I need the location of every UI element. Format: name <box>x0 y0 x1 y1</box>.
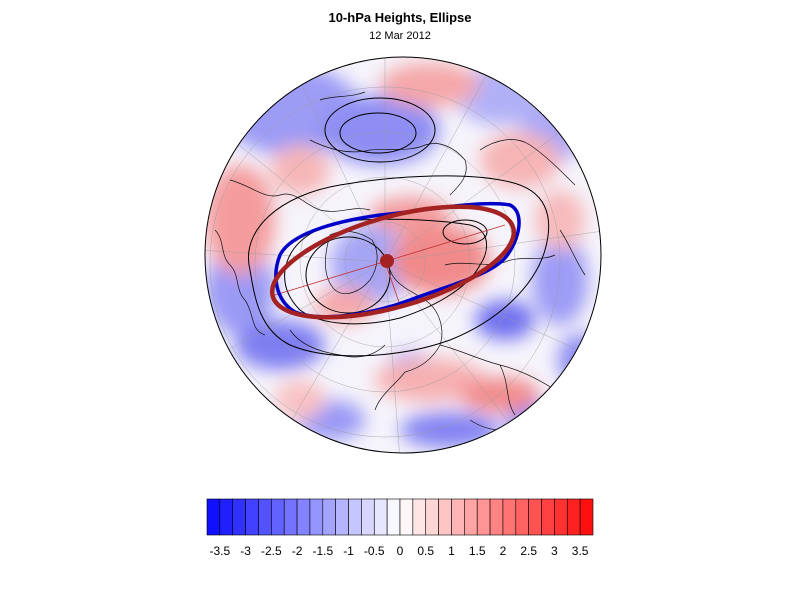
colorbar-tick-label: 3 <box>551 544 558 558</box>
colorbar-box <box>554 498 568 536</box>
map-boundary <box>204 56 602 454</box>
colorbar-tick-label: 2.5 <box>520 544 537 558</box>
colorbar-box <box>361 498 375 536</box>
colorbar-box <box>476 498 491 536</box>
colorbar-box <box>245 498 259 536</box>
colorbar-box <box>373 498 388 536</box>
vortex-centroid-marker <box>380 254 394 268</box>
colorbar-tick-label: 0.5 <box>417 544 434 558</box>
colorbar-box <box>335 498 349 536</box>
plot-title: 10-hPa Heights, Ellipse <box>328 10 472 25</box>
colorbar-tick-label: -3.5 <box>210 544 231 558</box>
colorbar-box <box>425 498 439 536</box>
colorbar-tick-label: -3 <box>240 544 251 558</box>
colorbar-tick-label: 2 <box>500 544 507 558</box>
colorbar-tick-label: -2 <box>292 544 303 558</box>
colorbar-box <box>541 498 555 536</box>
colorbar-tick-label: 1.5 <box>469 544 486 558</box>
colorbar-box <box>515 498 529 536</box>
colorbar-tick-label: 0 <box>397 544 404 558</box>
coastlines <box>214 91 586 431</box>
colorbar-box <box>309 498 324 536</box>
colorbar-box <box>219 498 234 536</box>
colorbar-box <box>451 498 465 536</box>
colorbar-box <box>232 498 246 536</box>
colorbar-tick-label: -1.5 <box>312 544 333 558</box>
colorbar-tick-label: 1 <box>448 544 455 558</box>
colorbar-box <box>438 498 452 536</box>
colorbar-box <box>348 498 362 536</box>
colorbar-tick-label: -0.5 <box>364 544 385 558</box>
colorbar-box <box>566 498 581 536</box>
colorbar-box <box>206 498 221 536</box>
colorbar-tick-labels: -3.5 -3 -2.5 -2 -1.5 -1 -0.5 0 0.5 1 1.5 2 2.5 3 3.5 <box>210 544 589 558</box>
colorbar-box <box>464 498 478 536</box>
colorbar-box <box>271 498 285 536</box>
colorbar-tick-label: -2.5 <box>261 544 282 558</box>
colorbar-box <box>489 498 504 536</box>
graticule <box>205 57 601 453</box>
colorbar-box <box>322 498 336 536</box>
colorbar-box <box>412 498 427 536</box>
colorbar-box <box>386 498 401 536</box>
plot-date: 12 Mar 2012 <box>369 30 431 42</box>
colorbar-box <box>258 498 272 536</box>
colorbar-boxes <box>206 498 594 536</box>
anomaly-field <box>205 57 601 453</box>
colorbar-box <box>399 498 414 536</box>
colorbar-tick-label: 3.5 <box>572 544 589 558</box>
colorbar-box <box>579 498 594 536</box>
fitted-ellipse <box>269 204 517 320</box>
colorbar-box <box>283 498 298 536</box>
colorbar-box <box>502 498 517 536</box>
colorbar-tick-label: -1 <box>343 544 354 558</box>
colorbar-box <box>528 498 542 536</box>
colorbar-box <box>296 498 311 536</box>
